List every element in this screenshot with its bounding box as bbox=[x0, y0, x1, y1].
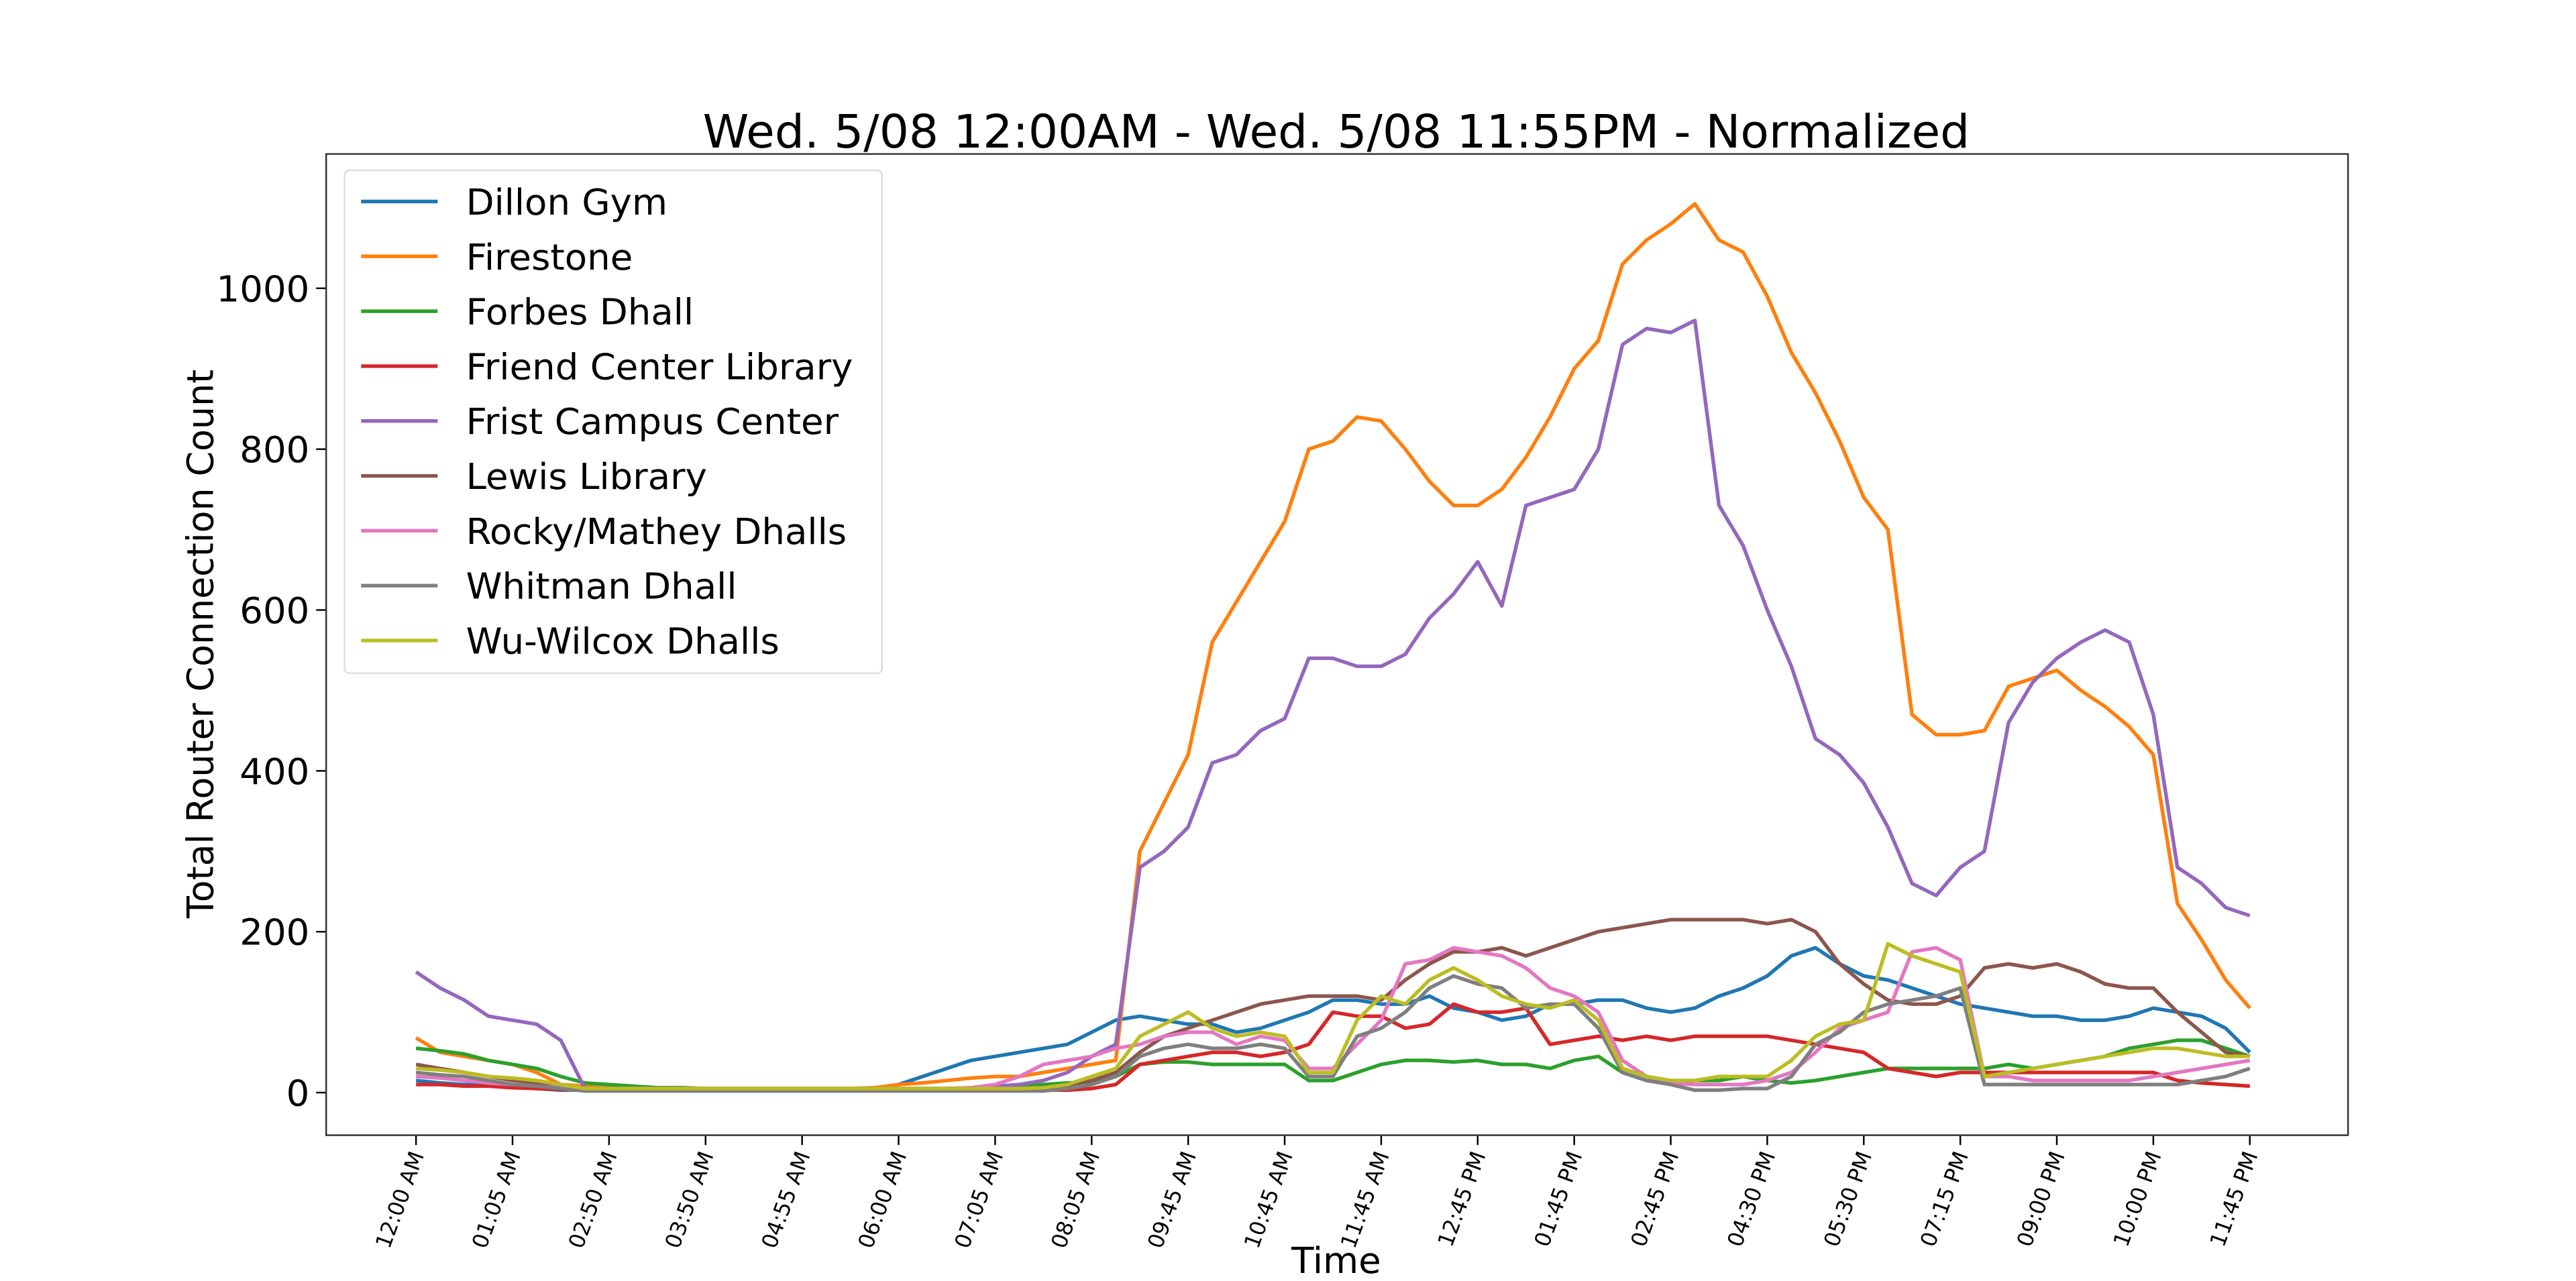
x-tick-label: 01:05 AM bbox=[467, 1148, 526, 1252]
x-tick-label: 09:00 PM bbox=[2012, 1148, 2070, 1250]
legend-label: Dillon Gym bbox=[466, 181, 668, 223]
series-line bbox=[415, 917, 2251, 1091]
series-line bbox=[415, 974, 2251, 1093]
y-tick-label: 0 bbox=[286, 1072, 310, 1115]
x-tick-label: 10:45 AM bbox=[1239, 1148, 1298, 1252]
x-tick-label: 07:15 PM bbox=[1915, 1148, 1974, 1250]
legend-label: Whitman Dhall bbox=[466, 565, 737, 608]
legend-label: Rocky/Mathey Dhalls bbox=[466, 510, 847, 553]
legend-label: Lewis Library bbox=[466, 455, 707, 498]
y-tick-label: 1000 bbox=[217, 268, 310, 311]
legend-label: Wu-Wilcox Dhalls bbox=[466, 620, 780, 663]
y-tick-label: 400 bbox=[239, 750, 309, 793]
legend-label: Frist Campus Center bbox=[466, 401, 839, 443]
y-tick-label: 200 bbox=[239, 911, 309, 954]
legend-label: Forbes Dhall bbox=[466, 291, 694, 333]
x-tick-label: 09:45 AM bbox=[1142, 1148, 1201, 1252]
legend-label: Friend Center Library bbox=[466, 346, 853, 388]
x-tick-label: 03:50 AM bbox=[659, 1148, 718, 1252]
x-tick-label: 02:45 PM bbox=[1625, 1148, 1684, 1250]
x-tick-label: 11:45 PM bbox=[2204, 1148, 2263, 1250]
chart-title: Wed. 5/08 12:00AM - Wed. 5/08 11:55PM - … bbox=[703, 105, 1970, 158]
x-tick-label: 11:45 AM bbox=[1336, 1148, 1395, 1252]
legend-box bbox=[343, 169, 883, 675]
x-tick-label: 05:30 PM bbox=[1819, 1148, 1877, 1250]
y-tick-label: 800 bbox=[239, 429, 309, 471]
x-tick-label: 02:50 AM bbox=[564, 1148, 623, 1252]
x-tick-label: 08:05 AM bbox=[1046, 1148, 1105, 1252]
x-tick-label: 07:05 AM bbox=[949, 1148, 1008, 1252]
x-tick-label: 04:30 PM bbox=[1722, 1148, 1780, 1250]
x-tick-label: 04:55 AM bbox=[756, 1148, 815, 1252]
x-tick-label: 12:00 AM bbox=[370, 1148, 429, 1252]
plot-frame bbox=[325, 153, 2349, 1136]
x-axis-label: Time bbox=[1291, 1239, 1381, 1281]
y-axis-label: Total Router Connection Count bbox=[179, 370, 221, 919]
y-tick-label: 600 bbox=[239, 590, 309, 632]
series-line bbox=[415, 942, 2250, 1091]
x-tick-label: 06:00 AM bbox=[853, 1148, 912, 1252]
x-tick-label: 01:45 PM bbox=[1529, 1148, 1587, 1250]
legend-label: Firestone bbox=[466, 236, 633, 278]
x-tick-label: 12:45 PM bbox=[1432, 1148, 1491, 1250]
x-tick-label: 10:00 PM bbox=[2108, 1148, 2166, 1250]
